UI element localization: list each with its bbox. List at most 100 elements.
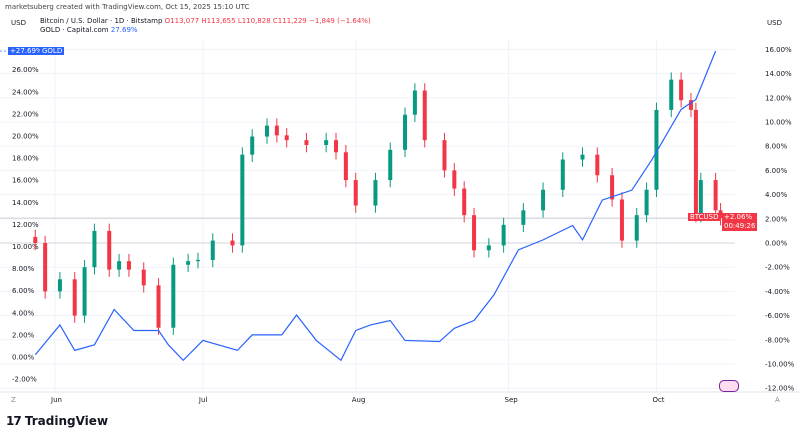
right-axis-tick: 2.00% xyxy=(765,215,788,223)
btc-label-badge: BTCUSD xyxy=(688,213,721,221)
left-axis-tick: -2.00% xyxy=(12,376,37,384)
left-axis-tick: 0.00% xyxy=(12,354,35,362)
candle-body xyxy=(541,189,546,211)
candle-body xyxy=(353,180,358,206)
x-axis-tick: Aug xyxy=(352,396,366,404)
right-axis-tick: 14.00% xyxy=(765,70,792,78)
candle-body xyxy=(693,109,698,216)
candle-body xyxy=(698,180,703,216)
candle-body xyxy=(669,79,674,110)
right-axis-tick: 6.00% xyxy=(765,167,788,175)
candle-body xyxy=(442,140,447,171)
x-axis-tick: Sep xyxy=(505,396,519,404)
candle-body xyxy=(210,240,215,260)
btc-title: Bitcoin / U.S. Dollar · 1D · Bitstamp xyxy=(40,17,163,25)
candle-body xyxy=(304,140,309,145)
candle-body xyxy=(462,188,467,216)
left-axis-tick: 6.00% xyxy=(12,287,35,295)
candle-body xyxy=(486,245,491,251)
candle-body xyxy=(713,180,718,211)
candle-body xyxy=(141,269,146,286)
right-axis-tick: 4.00% xyxy=(765,191,788,199)
gold-value-badge: +27.69% xyxy=(8,47,45,55)
btc-value: +2.06% xyxy=(724,213,753,221)
left-axis-tick: 2.00% xyxy=(12,331,35,339)
brand-name: TradingView xyxy=(24,414,109,428)
candle-body xyxy=(186,261,191,265)
candle-body xyxy=(644,189,649,216)
right-axis-tick: 10.00% xyxy=(765,119,792,127)
candle-body xyxy=(560,159,565,190)
candle-body xyxy=(388,149,393,181)
left-axis-tick: 12.00% xyxy=(12,221,39,229)
candle-body xyxy=(403,114,408,150)
right-axis-tick: -10.00% xyxy=(765,361,795,369)
candle-body xyxy=(688,100,693,110)
credit-line: marketsuberg created with TradingView.co… xyxy=(5,3,250,11)
right-axis-tick: -2.00% xyxy=(765,264,790,272)
candle-body xyxy=(521,210,526,225)
right-axis-tick: 16.00% xyxy=(765,46,792,54)
right-axis-tick: 12.00% xyxy=(765,94,792,102)
candle-body xyxy=(472,215,477,251)
candle-body xyxy=(126,261,131,270)
candle-body xyxy=(679,79,684,101)
left-axis-tick: 20.00% xyxy=(12,133,39,141)
zoom-icon[interactable]: Z xyxy=(11,396,16,404)
gold-change: 27.69% xyxy=(110,26,138,34)
candle-body xyxy=(373,180,378,206)
x-axis-tick: Jul xyxy=(198,396,208,404)
candle-body xyxy=(619,199,624,241)
right-axis-tick: 0.00% xyxy=(765,240,788,248)
candle-body xyxy=(610,175,615,200)
btc-low: L110,828 xyxy=(237,17,271,25)
candle-body xyxy=(250,136,255,155)
right-axis-tick: -6.00% xyxy=(765,312,790,320)
candle-body xyxy=(334,140,339,153)
currency-left: USD xyxy=(11,19,26,27)
left-axis-tick: 4.00% xyxy=(12,309,35,317)
candle-body xyxy=(57,279,62,292)
candle-body xyxy=(171,264,176,328)
auto-scale-icon[interactable]: A xyxy=(775,396,780,404)
left-axis-tick: 22.00% xyxy=(12,110,39,118)
candle-body xyxy=(412,90,417,115)
gold-title: GOLD · Capital.com xyxy=(40,26,109,34)
btc-close: C111,229 xyxy=(272,17,307,25)
candle-body xyxy=(654,109,659,190)
candle-body xyxy=(264,125,269,137)
candle-body xyxy=(718,210,723,219)
currency-right: USD xyxy=(767,19,782,27)
candle-body xyxy=(324,140,329,145)
footer-brand: 𝟭7 TradingView xyxy=(6,414,108,428)
candle-body xyxy=(284,135,289,141)
left-axis-tick: 16.00% xyxy=(12,177,39,185)
candle-body xyxy=(274,125,279,136)
right-axis-tick: -8.00% xyxy=(765,336,790,344)
candle-body xyxy=(230,240,235,246)
tradingview-logo-icon: 𝟭7 xyxy=(6,414,22,428)
gold-line xyxy=(34,50,717,362)
candle-body xyxy=(595,154,600,176)
btc-timer: 00:49:26 xyxy=(724,222,756,230)
gold-legend[interactable]: GOLD · Capital.com 27.69% xyxy=(40,26,138,34)
btc-change: −1,849 (−1.64%) xyxy=(308,17,371,25)
candle-body xyxy=(117,261,122,270)
btc-open: O113,077 xyxy=(164,17,200,25)
x-axis-tick: Jun xyxy=(50,396,62,404)
candle-body xyxy=(107,230,112,270)
candle-body xyxy=(452,170,457,189)
candle-body xyxy=(240,154,245,246)
candle-body xyxy=(634,215,639,241)
x-axis-tick: Oct xyxy=(652,396,664,404)
btc-value-badge: +2.06% 00:49:26 xyxy=(722,213,758,231)
candle-body xyxy=(501,224,506,246)
candle-body xyxy=(43,243,48,292)
events-icon[interactable] xyxy=(719,380,739,392)
candle-body xyxy=(580,154,585,160)
candle-body xyxy=(33,236,38,243)
candle-body xyxy=(343,152,348,181)
right-axis-tick: 8.00% xyxy=(765,143,788,151)
btc-legend[interactable]: Bitcoin / U.S. Dollar · 1D · Bitstamp O1… xyxy=(40,17,371,25)
